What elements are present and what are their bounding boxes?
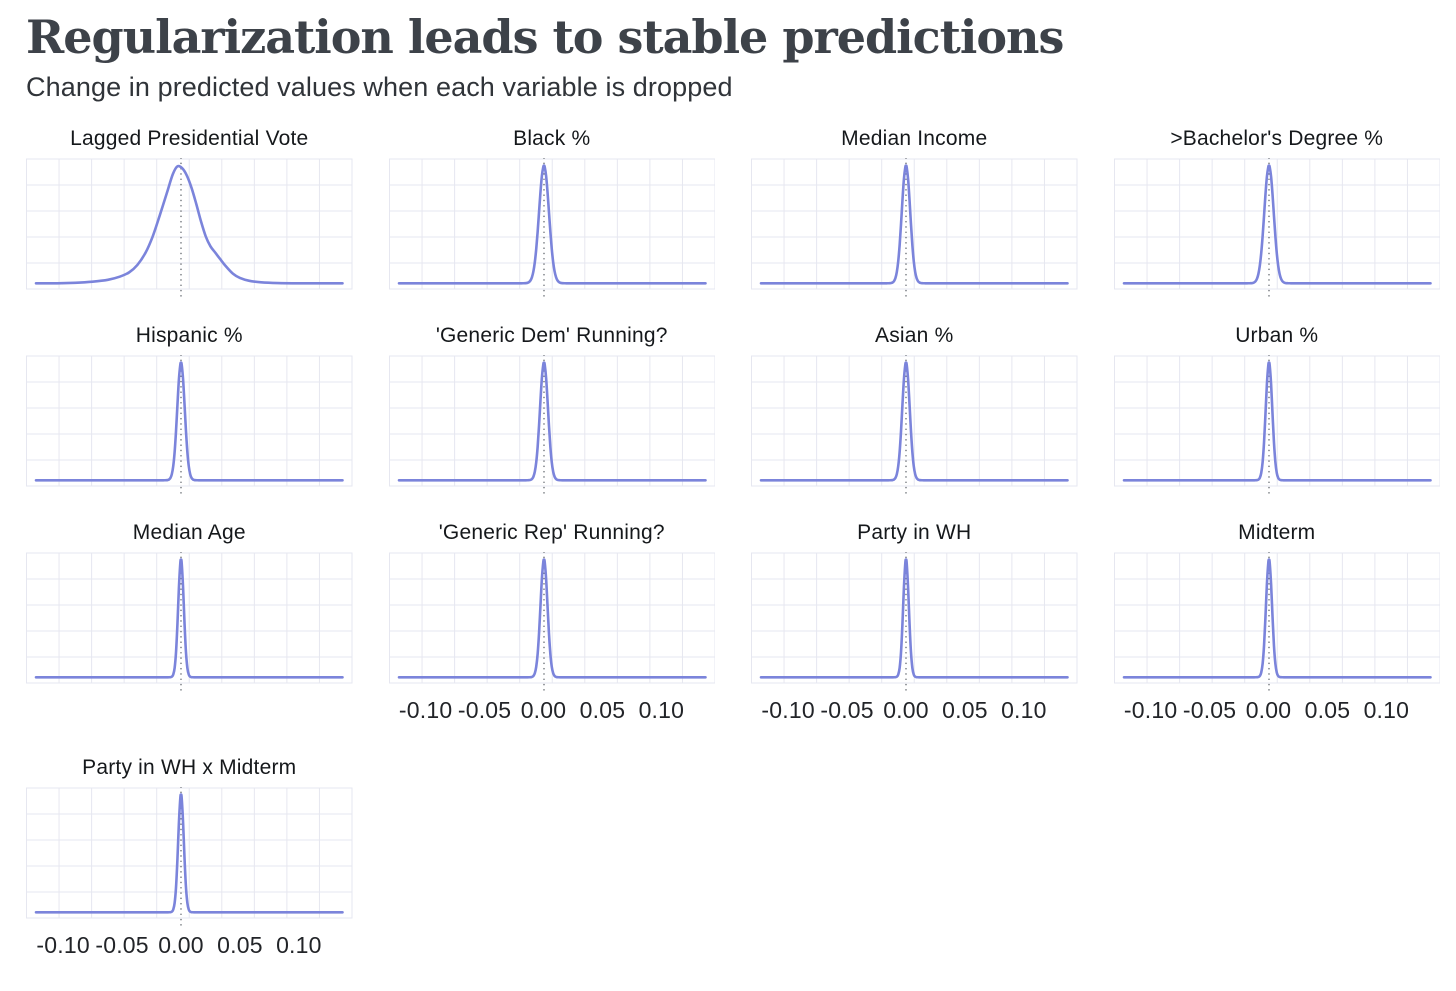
panel-title: Lagged Presidential Vote <box>70 127 309 151</box>
density-curve <box>34 558 344 679</box>
panel-title: >Bachelor's Degree % <box>1170 127 1384 151</box>
density-panel: 'Generic Dem' Running? <box>388 324 715 495</box>
panel-title: Midterm <box>1238 521 1316 545</box>
x-axis-labels: -0.10 -0.05 0.00 0.05 0.10 <box>751 694 1078 730</box>
panel-title: Black % <box>513 127 591 151</box>
gridlines <box>388 158 715 290</box>
panel-title: Hispanic % <box>135 324 243 348</box>
panel-title: Party in WH x Midterm <box>82 756 297 780</box>
x-tick-label: 0.00 <box>1245 697 1292 724</box>
density-curve <box>34 793 344 914</box>
page-title: Regularization leads to stable predictio… <box>26 10 1064 64</box>
panel-title: Median Age <box>132 521 246 545</box>
panel-title: 'Generic Dem' Running? <box>435 324 668 348</box>
density-panel: Lagged Presidential Vote <box>26 127 353 298</box>
density-curve <box>34 164 344 285</box>
density-panel: >Bachelor's Degree % <box>1113 127 1440 298</box>
panel-title: Party in WH <box>857 521 972 545</box>
density-curve <box>397 164 707 285</box>
x-axis-labels: -0.10 -0.05 0.00 0.05 0.10 <box>1114 694 1441 730</box>
density-plot <box>1113 158 1440 298</box>
panels-grid: Lagged Presidential Vote Black % Median In… <box>26 127 1440 991</box>
x-tick-label: 0.05 <box>579 697 626 724</box>
density-curve <box>1122 164 1432 285</box>
density-plot <box>388 552 715 692</box>
density-curve <box>397 361 707 482</box>
density-plot <box>388 355 715 495</box>
x-tick-label: -0.10 <box>1123 697 1178 724</box>
gridlines <box>26 552 353 684</box>
density-panel: Median Age <box>26 521 353 730</box>
x-tick-label: -0.10 <box>398 697 453 724</box>
density-panel: 'Generic Rep' Running? -0.10 -0.05 0.00 0.05… <box>388 521 716 730</box>
panel-title: Asian % <box>875 324 954 348</box>
density-plot <box>751 158 1078 298</box>
x-axis-labels: -0.10 -0.05 0.00 0.05 0.10 <box>389 694 716 730</box>
gridlines <box>751 552 1078 684</box>
gridlines <box>751 355 1078 487</box>
x-tick-label: 0.05 <box>217 932 263 959</box>
x-tick-label: 0.00 <box>883 697 929 724</box>
x-tick-label: -0.10 <box>761 697 815 724</box>
x-tick-label: 0.10 <box>1001 697 1047 724</box>
x-tick-label: 0.10 <box>1363 697 1410 724</box>
x-tick-label: 0.10 <box>276 932 322 959</box>
gridlines <box>1113 158 1440 290</box>
density-panel: Asian % <box>751 324 1078 495</box>
density-curve <box>34 361 344 482</box>
x-tick-label: -0.05 <box>1182 697 1237 724</box>
density-plot <box>26 158 353 298</box>
density-plot <box>1113 552 1440 692</box>
x-tick-label: -0.05 <box>820 697 874 724</box>
page-subtitle: Change in predicted values when each var… <box>26 72 733 103</box>
panel-title: Urban % <box>1235 324 1319 348</box>
density-panel: Black % <box>388 127 715 298</box>
x-tick-label: 0.05 <box>942 697 988 724</box>
density-panel: Median Income <box>751 127 1078 298</box>
x-axis-labels: -0.10 -0.05 0.00 0.05 0.10 <box>26 929 353 965</box>
density-panel: Party in WH x Midterm -0.10 -0.05 0.00 0.05 0… <box>26 756 353 965</box>
x-tick-label: -0.05 <box>95 932 149 959</box>
gridlines <box>1113 552 1440 684</box>
density-plot <box>1113 355 1440 495</box>
density-plot <box>751 355 1078 495</box>
x-tick-label: 0.10 <box>638 697 685 724</box>
gridlines <box>388 355 715 487</box>
density-plot <box>26 355 353 495</box>
density-curve <box>759 361 1069 482</box>
x-tick-label: 0.05 <box>1304 697 1351 724</box>
density-plot <box>26 552 353 692</box>
density-curve <box>397 558 707 679</box>
density-curve <box>1122 361 1432 482</box>
x-tick-label: -0.10 <box>36 932 90 959</box>
density-panel: Midterm -0.10 -0.05 0.00 0.05 0.10 <box>1113 521 1441 730</box>
density-plot <box>388 158 715 298</box>
density-plot <box>26 787 353 927</box>
density-panel: Hispanic % <box>26 324 353 495</box>
panel-title: Median Income <box>841 127 988 151</box>
density-curve <box>759 164 1069 285</box>
x-tick-label: 0.00 <box>158 932 204 959</box>
density-panel: Party in WH -0.10 -0.05 0.00 0.05 0.10 <box>751 521 1078 730</box>
density-curve <box>759 558 1069 679</box>
density-curve <box>1122 558 1432 679</box>
density-panel: Urban % <box>1113 324 1440 495</box>
gridlines <box>1113 355 1440 487</box>
x-tick-label: 0.00 <box>520 697 567 724</box>
panel-title: 'Generic Rep' Running? <box>438 521 665 545</box>
x-tick-label: -0.05 <box>457 697 512 724</box>
density-plot <box>751 552 1078 692</box>
gridlines <box>26 787 353 919</box>
